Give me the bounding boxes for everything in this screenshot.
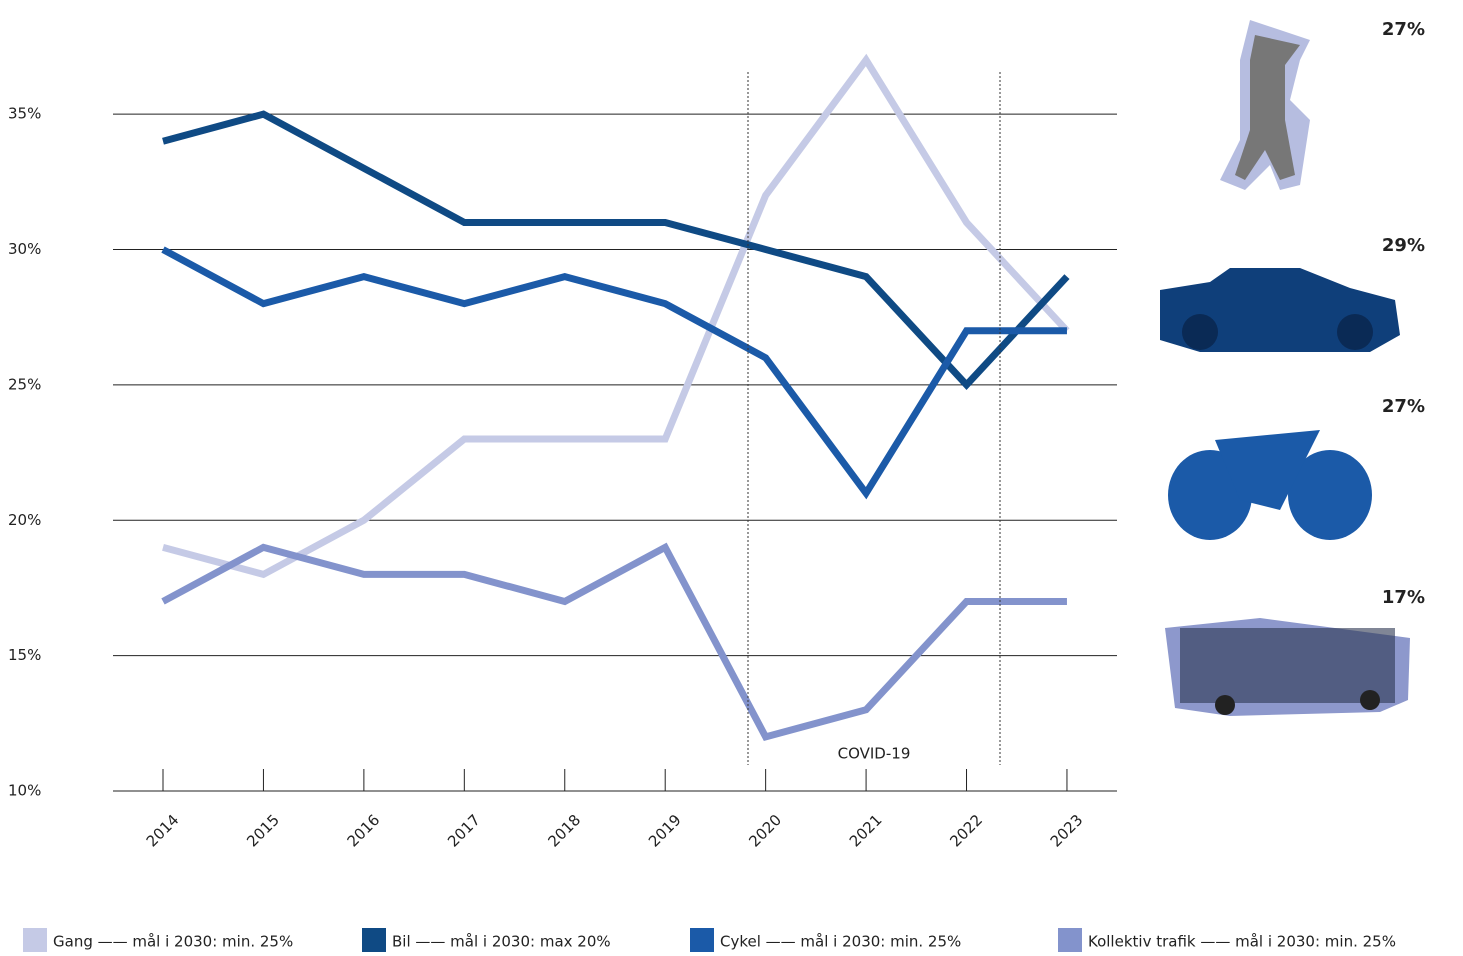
x-tick-label: 2022 [946,811,986,851]
x-tick-label: 2014 [143,811,183,851]
legend-swatch [23,928,47,952]
series-line [161,246,1067,500]
y-tick-label: 20% [8,511,41,529]
legend-swatch [1058,928,1082,952]
y-tick-label: 25% [8,375,41,393]
legend-swatch [362,928,386,952]
legend-label: Gang —— mål i 2030: min. 25% [53,933,293,951]
bike-icon [1168,430,1372,540]
series-line [162,53,1070,579]
y-tick-label: 35% [8,105,41,123]
x-tick-label: 2017 [444,811,484,851]
series-line [161,542,1067,741]
mode-share-label: 27% [1382,19,1425,40]
covid-annotation: COVID-19 [838,745,911,763]
x-tick-label: 2019 [645,811,685,851]
y-tick-label: 15% [8,646,41,664]
legend-label: Kollektiv trafik —— mål i 2030: min. 25% [1088,933,1396,951]
x-tick-label: 2018 [545,811,585,851]
legend-label: Bil —— mål i 2030: max 20% [392,933,611,951]
y-tick-label: 10% [8,782,41,800]
y-tick-label: 30% [8,240,41,258]
x-tick-label: 2016 [344,811,384,851]
x-tick-label: 2021 [846,811,886,851]
x-tick-label: 2020 [745,811,785,851]
walker-icon [1220,20,1310,190]
legend-swatch [690,928,714,952]
x-tick-label: 2015 [243,811,283,851]
x-tick-label: 2023 [1047,811,1087,851]
mode-share-label: 17% [1382,587,1425,608]
mode-share-label: 27% [1382,396,1425,417]
mode-share-label: 29% [1382,235,1425,256]
series-line [162,110,1070,391]
bus-icon [1165,618,1410,716]
car-icon [1160,268,1400,352]
legend-label: Cykel —— mål i 2030: min. 25% [720,933,961,951]
